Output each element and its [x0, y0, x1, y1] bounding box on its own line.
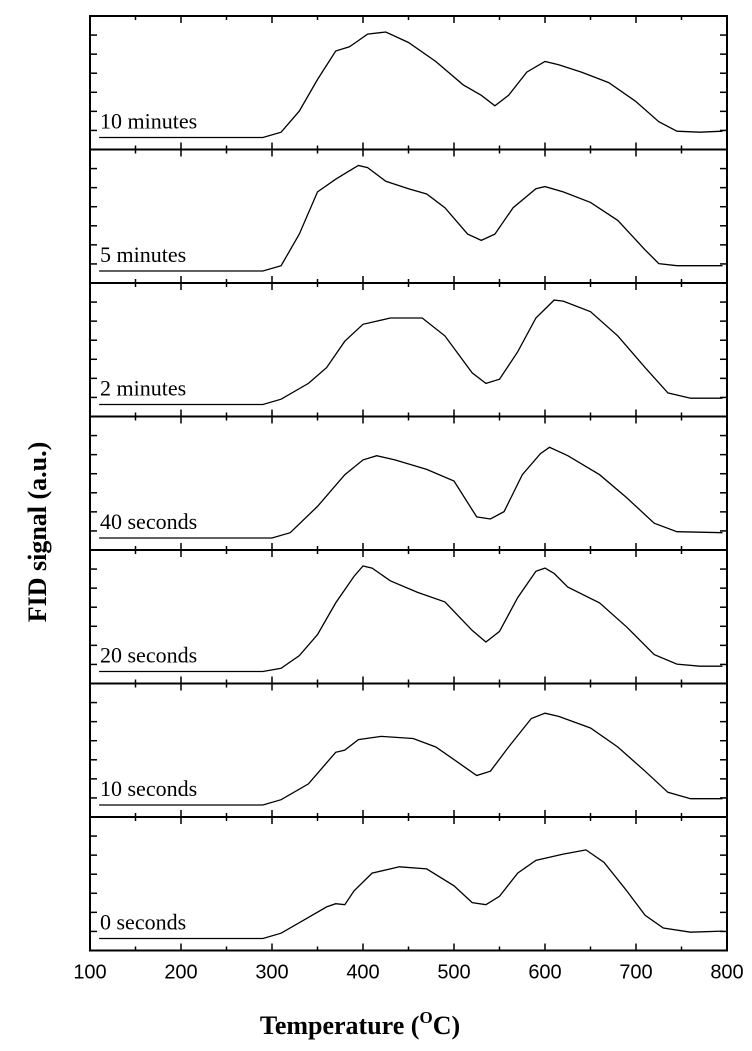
panel-label: 5 minutes [100, 242, 186, 267]
series-line [99, 299, 723, 406]
panel-10-seconds: 10 seconds [89, 682, 728, 818]
x-tick-labels: 100 200 300 400 500 600 700 800 [73, 962, 743, 984]
panel-0-seconds: 0 seconds [89, 816, 728, 952]
panel-10-minutes: 10 minutes [89, 15, 728, 151]
x-tick-label: 800 [710, 962, 743, 984]
x-axis-title: Temperature (OC) [260, 1008, 460, 1040]
panel-label: 10 minutes [100, 109, 197, 134]
series-line [99, 849, 723, 940]
x-axis-title-main: Temperature ( [260, 1011, 420, 1040]
panel-label: 2 minutes [100, 376, 186, 401]
x-tick-label: 600 [528, 962, 561, 984]
x-tick-label: 100 [73, 962, 106, 984]
series-line [99, 446, 723, 539]
x-tick-label: 300 [255, 962, 288, 984]
series-line [99, 565, 723, 673]
x-tick-label: 200 [164, 962, 197, 984]
y-axis-title: FID signal (a.u.) [23, 442, 52, 623]
x-axis-title-superscript: O [419, 1008, 432, 1027]
panel-20-seconds: 20 seconds [89, 549, 728, 685]
series-line [99, 712, 723, 806]
x-tick-label: 700 [619, 962, 652, 984]
series-line [99, 31, 723, 139]
panel-label: 40 seconds [100, 509, 197, 534]
panel-5-minutes: 5 minutes [89, 148, 728, 284]
x-tick-label: 400 [346, 962, 379, 984]
panel-label: 20 seconds [100, 643, 197, 668]
x-axis-title-end: C) [433, 1011, 460, 1040]
panel-40-seconds: 40 seconds [89, 415, 728, 551]
x-tick-label: 500 [437, 962, 470, 984]
panels-group: 10 minutes 5 minutes 2 minutes 40 seconds 20… [89, 15, 728, 952]
panel-label: 0 seconds [100, 910, 186, 935]
panel-2-minutes: 2 minutes [89, 282, 728, 418]
panel-label: 10 seconds [100, 776, 197, 801]
series-line [99, 164, 723, 272]
